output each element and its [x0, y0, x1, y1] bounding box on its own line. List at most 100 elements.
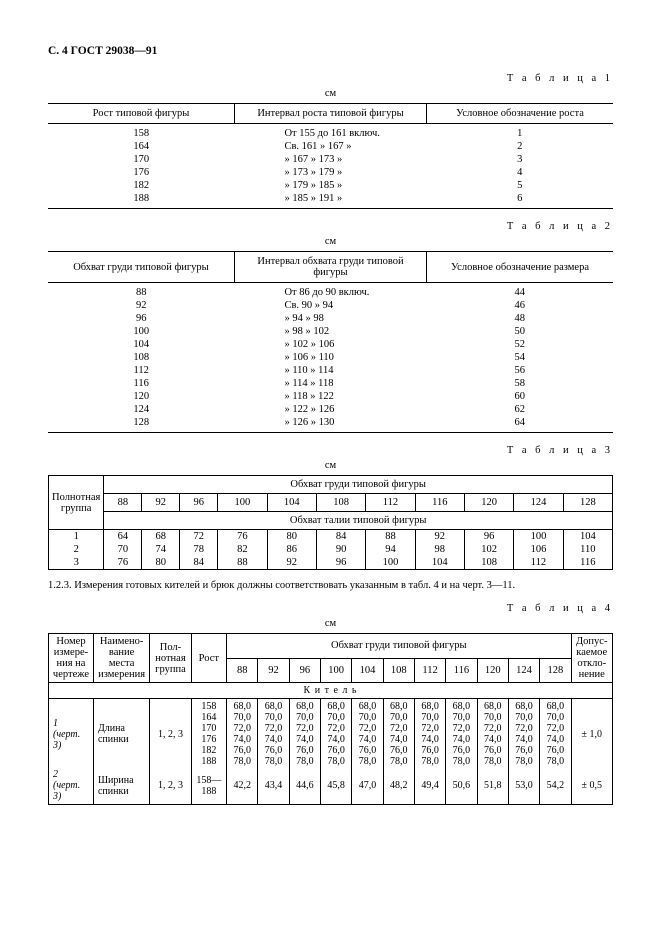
- table-cell: 70: [104, 543, 142, 556]
- table-cell: 104: [48, 338, 234, 351]
- table-cell: 76,0: [446, 745, 477, 756]
- table-cell: » 122 » 126: [234, 403, 426, 416]
- t4-h-tol: Допус- каемое откло- нение: [571, 634, 613, 683]
- table-cell: 176: [48, 166, 234, 179]
- t4-rost: 188: [191, 756, 226, 767]
- table4-label: Т а б л и ц а 4: [48, 603, 613, 614]
- table-cell: 48: [427, 312, 613, 325]
- t2-h2: Условное обозначение размера: [427, 252, 613, 283]
- table-cell: 100: [514, 530, 563, 544]
- table-cell: 45,8: [321, 767, 352, 805]
- t3-chest-header: 100: [218, 494, 267, 512]
- table-cell: 68,0: [477, 699, 508, 713]
- table-cell: 78,0: [321, 756, 352, 767]
- table-cell: 76,0: [414, 745, 445, 756]
- t4-rost: 164: [191, 712, 226, 723]
- t4-rost: 176: [191, 734, 226, 745]
- t4-chest-header: 120: [477, 658, 508, 683]
- t3-chest-header: 116: [415, 494, 464, 512]
- table-cell: 96: [316, 556, 365, 570]
- table-cell: 72: [180, 530, 218, 544]
- table-cell: 96: [464, 530, 513, 544]
- table-cell: 108: [48, 351, 234, 364]
- t3-group: 2: [49, 543, 104, 556]
- t4-chest-header: 128: [540, 658, 571, 683]
- table-cell: 70,0: [321, 712, 352, 723]
- table-cell: 80: [267, 530, 316, 544]
- table1-label: Т а б л и ц а 1: [48, 73, 613, 84]
- table-cell: 112: [48, 364, 234, 377]
- table2: Обхват груди типовой фигуры Интервал обх…: [48, 251, 613, 433]
- t4-rost: 182: [191, 745, 226, 756]
- table-cell: 54,2: [540, 767, 571, 805]
- table-cell: 70,0: [352, 712, 383, 723]
- table-cell: 70,0: [258, 712, 289, 723]
- table-cell: 68,0: [289, 699, 320, 713]
- table-cell: 56: [427, 364, 613, 377]
- table-cell: 72,0: [477, 723, 508, 734]
- table-cell: 92: [415, 530, 464, 544]
- table-cell: 72,0: [414, 723, 445, 734]
- table-cell: 5: [427, 179, 613, 192]
- t4-num: 2(черт. 3): [49, 767, 94, 805]
- table-cell: 124: [48, 403, 234, 416]
- table-cell: 78,0: [446, 756, 477, 767]
- table-cell: 86: [267, 543, 316, 556]
- table-cell: 92: [267, 556, 316, 570]
- table-cell: 76,0: [540, 745, 571, 756]
- table-cell: 70,0: [477, 712, 508, 723]
- t4-chest-header: 100: [321, 658, 352, 683]
- table-cell: 70,0: [227, 712, 258, 723]
- t3-chest-header: 128: [563, 494, 612, 512]
- table-cell: 88: [218, 556, 267, 570]
- t4-name: Ширина спинки: [93, 767, 149, 805]
- table-cell: 2: [427, 140, 613, 153]
- t4-chest-header: 116: [446, 658, 477, 683]
- table3: Полнотная группа Обхват груди типовой фи…: [48, 475, 613, 570]
- table-cell: 68,0: [383, 699, 414, 713]
- table-cell: 74,0: [352, 734, 383, 745]
- table-cell: 76,0: [321, 745, 352, 756]
- table-cell: 116: [563, 556, 612, 570]
- table-cell: 72,0: [540, 723, 571, 734]
- t4-tol: ± 1,0: [571, 699, 613, 768]
- table-cell: 68,0: [227, 699, 258, 713]
- table-cell: » 185 » 191 »: [234, 192, 426, 209]
- table-cell: 74,0: [289, 734, 320, 745]
- table-cell: 76: [218, 530, 267, 544]
- t4-h-rost: Рост: [191, 634, 226, 683]
- table-cell: » 94 » 98: [234, 312, 426, 325]
- table-cell: 3: [427, 153, 613, 166]
- t4-chest-header: 104: [352, 658, 383, 683]
- table-cell: 72,0: [289, 723, 320, 734]
- table-cell: 76: [104, 556, 142, 570]
- table-cell: 96: [48, 312, 234, 325]
- page-header: С. 4 ГОСТ 29038—91: [48, 45, 613, 57]
- table-cell: 44: [427, 283, 613, 300]
- table-cell: » 173 » 179 »: [234, 166, 426, 179]
- table-cell: » 106 » 110: [234, 351, 426, 364]
- t4-poln: 1, 2, 3: [150, 699, 191, 768]
- table-cell: 120: [48, 390, 234, 403]
- table-cell: От 86 до 90 включ.: [234, 283, 426, 300]
- t4-chest-header: 108: [383, 658, 414, 683]
- table3-label: Т а б л и ц а 3: [48, 445, 613, 456]
- table-cell: » 98 » 102: [234, 325, 426, 338]
- table-cell: 68,0: [508, 699, 539, 713]
- table-cell: Св. 161 » 167 »: [234, 140, 426, 153]
- table-cell: 78,0: [508, 756, 539, 767]
- t4-h-poln: Пол- нотная группа: [150, 634, 191, 683]
- table-cell: 50: [427, 325, 613, 338]
- table1-unit: см: [48, 88, 613, 99]
- table-cell: 72,0: [258, 723, 289, 734]
- table-cell: 72,0: [227, 723, 258, 734]
- t3-span-top: Обхват груди типовой фигуры: [104, 476, 613, 494]
- table2-label: Т а б л и ц а 2: [48, 221, 613, 232]
- table-cell: 78,0: [477, 756, 508, 767]
- table-cell: 74,0: [414, 734, 445, 745]
- table-cell: 78,0: [352, 756, 383, 767]
- table-cell: 70,0: [383, 712, 414, 723]
- table-cell: 74,0: [321, 734, 352, 745]
- table-cell: 76,0: [508, 745, 539, 756]
- t3-chest-header: 112: [366, 494, 415, 512]
